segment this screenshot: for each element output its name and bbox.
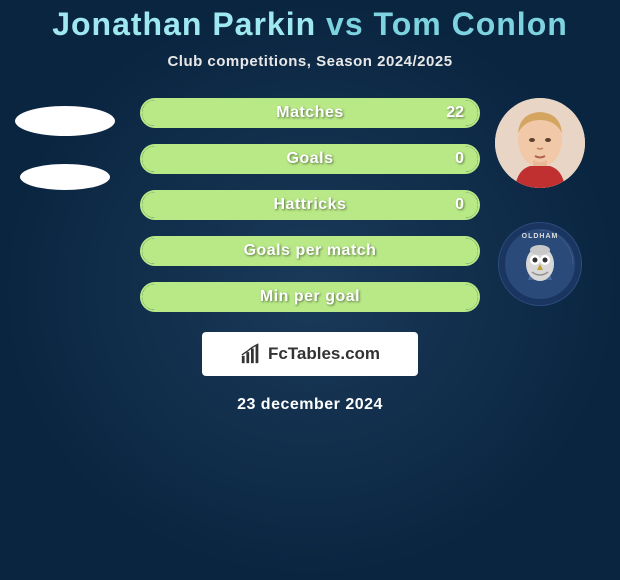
- bar-label: Min per goal: [142, 284, 478, 310]
- subtitle: Club competitions, Season 2024/2025: [0, 53, 620, 70]
- stat-row: Hattricks0: [140, 190, 480, 220]
- bar-label: Goals per match: [142, 238, 478, 264]
- comparison-title: Jonathan Parkin vs Tom Conlon: [0, 0, 620, 43]
- bar-value-right: 22: [446, 100, 464, 126]
- svg-text:OLDHAM: OLDHAM: [522, 233, 559, 240]
- chart-icon: [240, 343, 262, 365]
- bar-track: Min per goal: [140, 282, 480, 312]
- vs-text: vs: [326, 6, 364, 42]
- player1-club-placeholder: [20, 164, 110, 190]
- bar-track: Goals per match: [140, 236, 480, 266]
- left-column: [10, 98, 120, 190]
- bar-track: Hattricks0: [140, 190, 480, 220]
- bar-label: Matches: [142, 100, 478, 126]
- bar-value-right: 0: [455, 146, 464, 172]
- stat-row: Goals per match: [140, 236, 480, 266]
- stat-row: Goals0: [140, 144, 480, 174]
- player2-club-badge: OLDHAM: [498, 222, 582, 306]
- player2-avatar: [495, 98, 585, 188]
- player2-name: Tom Conlon: [374, 6, 568, 42]
- brand-box: FcTables.com: [202, 332, 418, 376]
- stat-row: Matches22: [140, 98, 480, 128]
- bar-label: Hattricks: [142, 192, 478, 218]
- bar-track: Matches22: [140, 98, 480, 128]
- bar-track: Goals0: [140, 144, 480, 174]
- content-area: OLDHAM Matches22Goals0Hattricks0Goals pe…: [0, 98, 620, 312]
- stats-bars: Matches22Goals0Hattricks0Goals per match…: [140, 98, 480, 312]
- player1-avatar-placeholder: [15, 106, 115, 136]
- player1-name: Jonathan Parkin: [52, 6, 316, 42]
- bar-label: Goals: [142, 146, 478, 172]
- right-column: OLDHAM: [490, 98, 590, 306]
- brand-text: FcTables.com: [268, 344, 380, 364]
- stat-row: Min per goal: [140, 282, 480, 312]
- bar-value-right: 0: [455, 192, 464, 218]
- date-text: 23 december 2024: [0, 396, 620, 414]
